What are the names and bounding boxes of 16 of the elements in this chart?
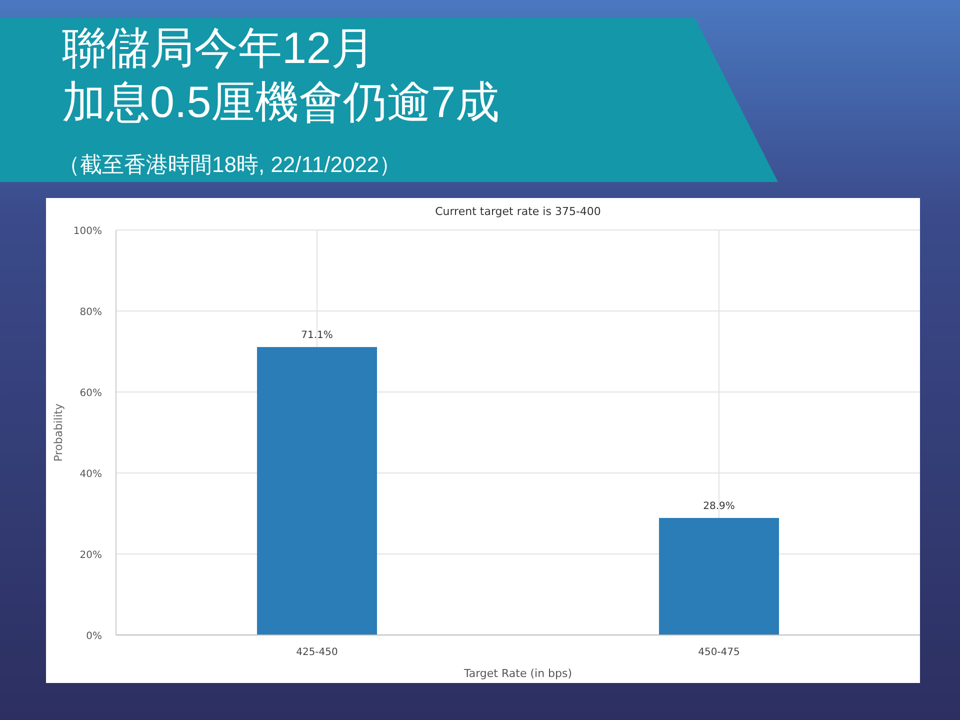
y-tick-label: 0% [86,631,102,642]
y-tick-label: 20% [80,550,102,561]
chart-subtitle: 加息0.5厘機會仍逾7成 [62,77,500,129]
x-tick-label: 450-475 [698,647,740,658]
data-label: 28.9% [703,500,735,512]
text: （截至香港時間18時, 22/11/2022） [58,151,402,179]
text: Current target rate is 375-400 [435,205,601,218]
y-tick-label: 100% [73,226,102,237]
y-tick-label: 60% [80,388,102,399]
x-tick-label: 425-450 [296,647,338,658]
x-axis-title: Target Rate (in bps) [462,667,572,680]
y-tick-label: 40% [80,469,102,480]
y-axis-title: Probability [52,402,65,462]
y-tick-label: 80% [80,307,102,318]
chart-title: 聯儲局今年12月 [62,23,376,75]
data-label: 71.1% [301,330,333,342]
